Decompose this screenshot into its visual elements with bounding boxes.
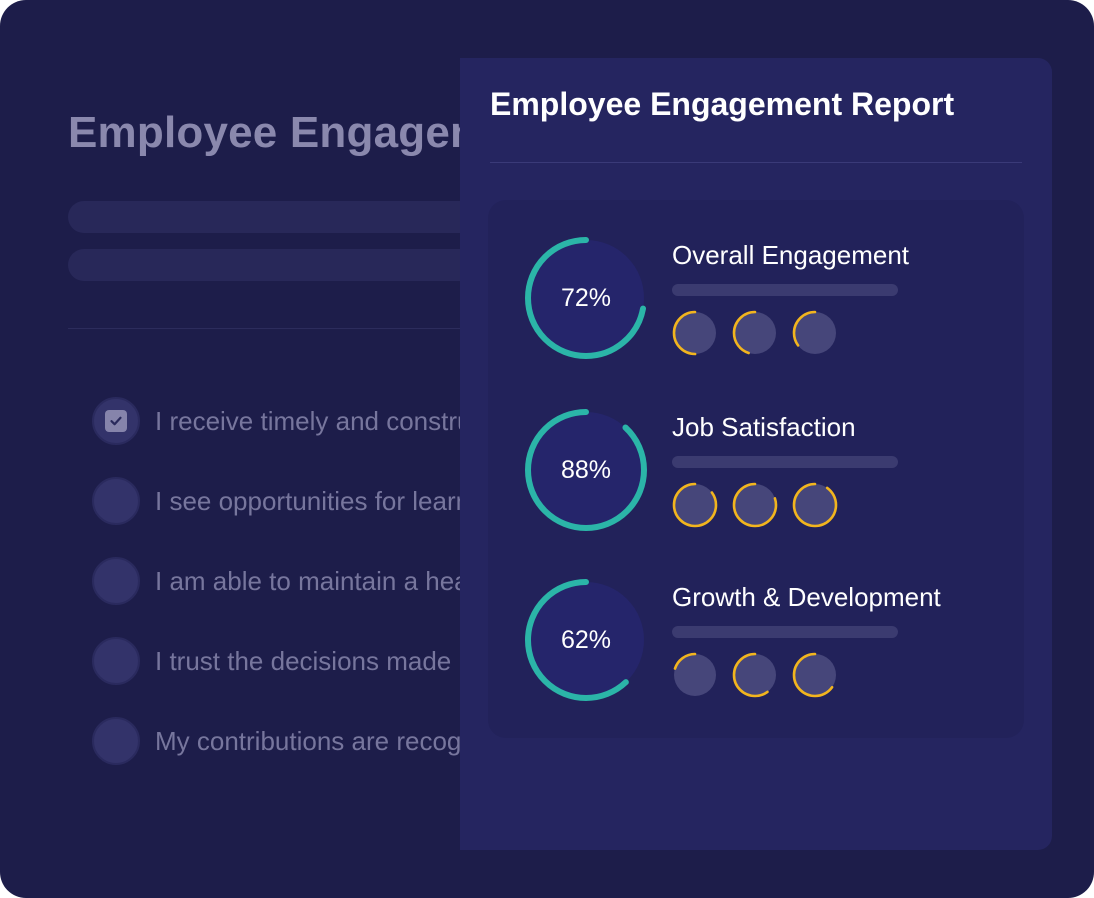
metric-overall-engagement: 72% Overall Engagement	[488, 236, 1024, 366]
metric-value: 88%	[560, 455, 612, 484]
sub-score-rings	[672, 482, 838, 528]
report-title: Employee Engagement Report	[490, 86, 955, 122]
question-checkbox[interactable]	[92, 637, 140, 685]
placeholder-bar	[68, 201, 498, 233]
metric-label: Growth & Development	[672, 582, 941, 612]
sub-score-ring	[732, 482, 778, 528]
divider	[490, 162, 1022, 163]
metric-label: Job Satisfaction	[672, 412, 856, 442]
sub-score-ring	[732, 652, 778, 698]
sub-score-ring	[672, 310, 718, 356]
placeholder-bar	[68, 249, 498, 281]
sub-score-ring	[732, 310, 778, 356]
metric-growth-development: 62% Growth & Development	[488, 578, 1024, 708]
question-checkbox[interactable]	[92, 557, 140, 605]
placeholder-bar	[672, 456, 898, 468]
metric-label: Overall Engagement	[672, 240, 910, 270]
sub-score-ring	[672, 652, 718, 698]
question-checkbox[interactable]	[92, 717, 140, 765]
sub-score-ring	[792, 482, 838, 528]
metric-value: 62%	[560, 625, 612, 654]
report-panel: Employee Engagement Report 72% Overall E…	[460, 58, 1052, 850]
progress-ring	[525, 579, 647, 701]
checkmark-icon	[105, 410, 127, 432]
divider	[68, 328, 488, 329]
sub-score-ring	[792, 652, 838, 698]
progress-ring	[525, 409, 647, 531]
sub-score-ring	[672, 482, 718, 528]
metrics-card: 72% Overall Engagement 88% Job Satisfact…	[488, 200, 1024, 738]
metric-value: 72%	[560, 283, 612, 312]
metric-job-satisfaction: 88% Job Satisfaction	[488, 408, 1024, 538]
question-checkbox[interactable]	[92, 477, 140, 525]
question-checkbox[interactable]	[92, 397, 140, 445]
placeholder-bar	[672, 626, 898, 638]
progress-ring	[525, 237, 647, 359]
sub-score-rings	[672, 652, 838, 698]
sub-score-ring	[792, 310, 838, 356]
placeholder-bar	[672, 284, 898, 296]
sub-score-rings	[672, 310, 838, 356]
